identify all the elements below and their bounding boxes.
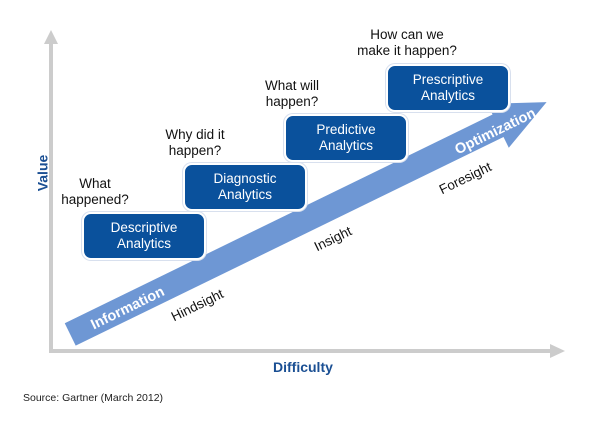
stage-box-prescriptive: Prescriptive Analytics <box>386 64 510 112</box>
stage-box-diagnostic: Diagnostic Analytics <box>183 163 307 211</box>
y-axis-label: Value <box>34 154 51 192</box>
arrow-head <box>487 102 547 148</box>
stage-box-descriptive: Descriptive Analytics <box>82 212 206 260</box>
stage-label: Prescriptive Analytics <box>412 72 484 103</box>
x-axis-arrowhead <box>550 344 565 358</box>
stage-question-predictive: What will happen? <box>264 78 319 109</box>
stage-box-predictive: Predictive Analytics <box>284 114 408 162</box>
stage-label: Diagnostic Analytics <box>213 171 277 202</box>
axes <box>44 30 565 358</box>
stage-label: Descriptive Analytics <box>110 220 178 251</box>
x-axis-label: Difficulty <box>273 359 333 375</box>
y-axis-arrowhead <box>44 30 58 44</box>
stage-question-diagnostic: Why did it happen? <box>165 127 225 158</box>
progress-arrow <box>64 102 547 346</box>
stage-label: Predictive Analytics <box>316 122 376 153</box>
stage-question-descriptive: What happened? <box>61 176 129 207</box>
arrow-shaft <box>64 113 506 346</box>
stage-question-prescriptive: How can we make it happen? <box>357 27 457 58</box>
source-note: Source: Gartner (March 2012) <box>23 392 164 404</box>
